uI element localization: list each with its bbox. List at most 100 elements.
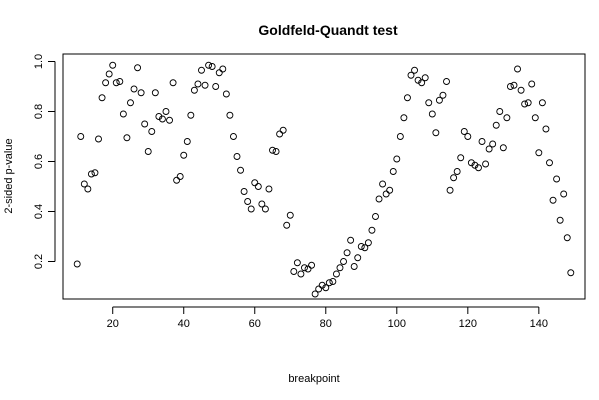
y-tick-label: 0.6: [33, 154, 45, 169]
data-point: [364, 239, 372, 247]
data-point: [492, 121, 500, 129]
data-point: [563, 234, 571, 242]
data-point: [347, 236, 355, 244]
data-point: [510, 81, 518, 89]
data-point: [98, 94, 106, 102]
data-point: [286, 211, 294, 219]
data-point: [535, 149, 543, 157]
data-point: [127, 99, 134, 107]
data-point: [237, 166, 245, 174]
data-point: [95, 135, 102, 143]
data-point: [272, 148, 280, 155]
data-point: [219, 65, 227, 73]
data-point: [169, 79, 177, 87]
data-point: [198, 66, 205, 74]
data-point: [489, 140, 497, 148]
data-point: [290, 268, 298, 275]
data-point: [521, 100, 529, 108]
data-point: [109, 61, 117, 69]
data-point: [212, 83, 220, 90]
data-point: [123, 134, 131, 142]
data-point: [201, 81, 209, 89]
y-tick-label: 1.0: [33, 54, 45, 69]
data-point: [542, 125, 550, 133]
data-point: [141, 120, 149, 128]
chart-title: Goldfeld-Quandt test: [258, 22, 398, 38]
data-point: [372, 213, 379, 220]
data-point: [471, 161, 479, 169]
data-points: [73, 61, 575, 298]
data-point: [538, 99, 546, 107]
data-point: [567, 269, 575, 277]
x-tick-label: 100: [388, 318, 406, 330]
data-point: [269, 146, 276, 154]
data-point: [166, 116, 173, 124]
data-point: [421, 74, 429, 82]
data-point: [244, 198, 252, 205]
data-point: [457, 154, 465, 162]
y-tick-label: 0.8: [33, 104, 45, 119]
data-point: [229, 133, 237, 140]
data-point: [254, 183, 262, 190]
data-point: [265, 185, 273, 193]
data-point: [393, 155, 401, 163]
data-point: [499, 144, 507, 152]
data-point: [240, 188, 248, 195]
data-point: [208, 63, 216, 70]
data-point: [261, 205, 269, 213]
data-point: [148, 128, 156, 135]
x-tick-label: 120: [459, 318, 477, 330]
data-point: [80, 180, 88, 188]
data-point: [418, 79, 426, 87]
data-point: [482, 160, 490, 168]
data-point: [354, 254, 362, 262]
data-point: [151, 89, 159, 97]
data-point: [308, 261, 316, 269]
y-tick-label: 0.4: [33, 204, 45, 219]
data-point: [528, 80, 536, 88]
data-point: [315, 285, 323, 293]
data-point: [478, 138, 486, 145]
data-point: [329, 278, 337, 285]
data-point: [194, 80, 202, 88]
x-axis-label: breakpoint: [288, 373, 339, 385]
data-point: [222, 90, 230, 98]
data-point: [556, 216, 564, 224]
y-tick-label: 0.2: [33, 254, 45, 269]
data-point: [425, 99, 433, 107]
data-point: [379, 180, 387, 188]
y-axis-label: 2-sided p-value: [3, 138, 15, 213]
x-axis: 20 40 60 80 100 120 140: [107, 306, 548, 330]
data-point: [87, 170, 95, 178]
data-point: [187, 111, 195, 119]
data-point: [389, 168, 397, 175]
data-point: [155, 113, 163, 120]
data-point: [304, 265, 312, 273]
data-point: [247, 205, 255, 213]
data-point: [105, 70, 113, 78]
data-point: [403, 94, 411, 102]
data-point: [524, 99, 532, 107]
data-point: [325, 279, 333, 287]
data-point: [414, 76, 422, 84]
data-point: [560, 190, 568, 198]
data-point: [450, 174, 458, 182]
data-point: [517, 86, 525, 94]
data-point: [336, 264, 344, 272]
data-point: [340, 258, 347, 265]
data-point: [446, 186, 454, 194]
data-point: [407, 71, 415, 79]
data-point: [144, 148, 152, 155]
data-point: [84, 185, 92, 193]
data-point: [531, 114, 539, 122]
data-point: [226, 111, 234, 119]
data-point: [453, 168, 461, 175]
data-point: [297, 270, 305, 278]
data-point: [258, 200, 266, 208]
data-point: [475, 164, 482, 172]
data-point: [368, 226, 376, 234]
data-point: [485, 145, 493, 153]
data-point: [549, 196, 557, 204]
data-point: [162, 108, 170, 115]
data-point: [467, 159, 475, 167]
